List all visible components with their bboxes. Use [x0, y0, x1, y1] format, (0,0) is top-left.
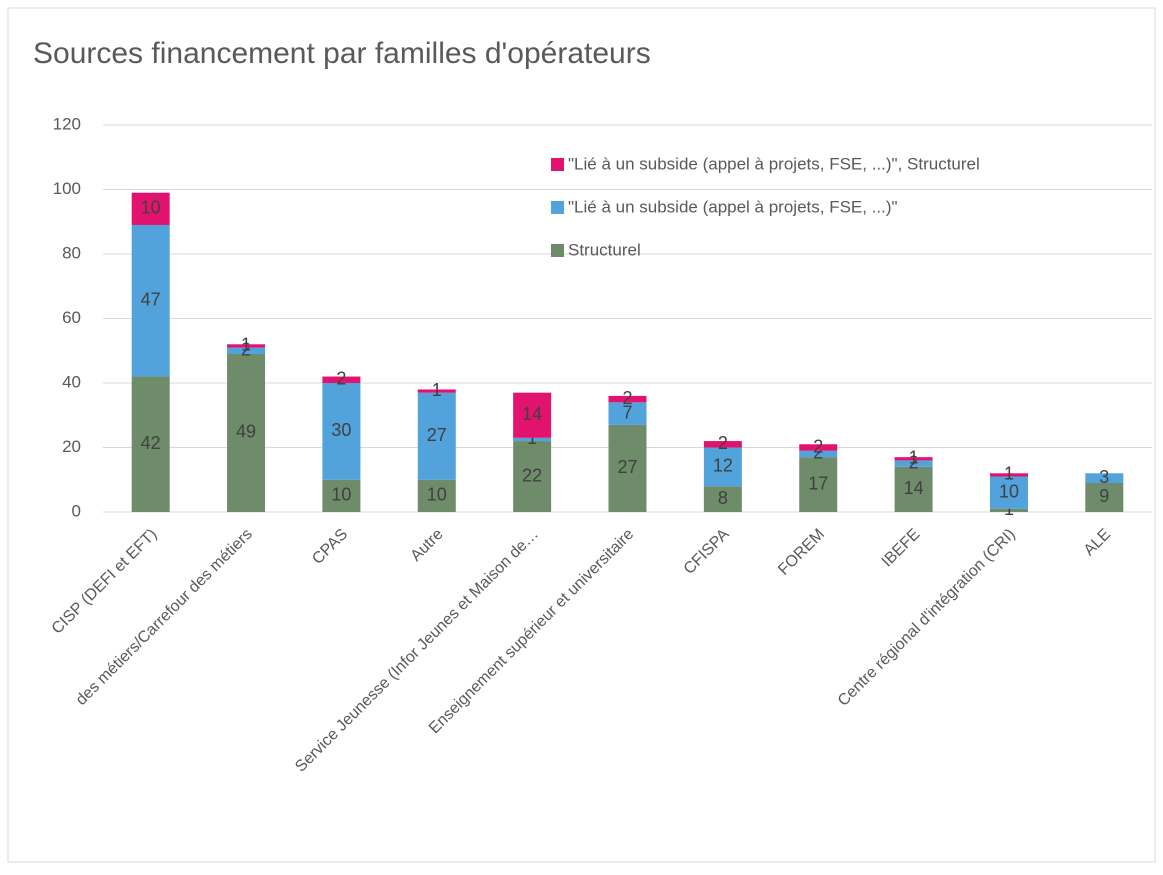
data-label: 14 — [904, 478, 924, 498]
data-label: 1 — [432, 380, 442, 400]
data-label: 1 — [909, 448, 919, 468]
bar-segment — [608, 395, 647, 403]
bar-segment — [227, 347, 266, 354]
bar-segment — [513, 441, 552, 512]
y-tick-label: 100 — [53, 179, 81, 198]
data-label: 12 — [713, 456, 733, 476]
bar-segment — [322, 479, 361, 512]
bar-segment — [894, 457, 933, 461]
chart-border — [7, 7, 1156, 863]
bar-segment — [227, 344, 266, 348]
data-label: 10 — [427, 485, 447, 505]
data-label: 1 — [1004, 464, 1014, 484]
data-label: 3 — [1099, 467, 1109, 487]
bar-segment — [608, 402, 647, 425]
bar-segment — [131, 376, 170, 512]
data-label: 42 — [141, 433, 161, 453]
y-tick-label: 40 — [62, 372, 81, 391]
bar-segment — [322, 383, 361, 480]
bar-segment — [1085, 482, 1124, 512]
y-tick-label: 80 — [62, 243, 81, 262]
data-label: 2 — [622, 388, 632, 408]
bar-segment — [894, 460, 933, 467]
data-label: 1 — [1004, 499, 1014, 519]
bar-segment — [131, 192, 170, 225]
chart-title: Sources financement par familles d'opéra… — [33, 37, 651, 70]
bar-segment — [417, 479, 456, 512]
bar-segment — [799, 444, 838, 451]
bar-segment — [131, 224, 170, 377]
bar-segment — [227, 353, 266, 512]
data-label: 22 — [522, 465, 542, 485]
legend-label: "Lié à un subside (appel à projets, FSE,… — [568, 154, 980, 173]
data-label: 30 — [331, 420, 351, 440]
bar-segment — [513, 437, 552, 442]
data-label: 49 — [236, 422, 256, 442]
bar-segment — [513, 392, 552, 438]
bar-segment — [799, 457, 838, 512]
data-label: 2 — [336, 369, 346, 389]
legend-swatch — [551, 244, 564, 257]
data-label: 10 — [141, 198, 161, 218]
bar-segment — [894, 466, 933, 512]
data-label: 14 — [522, 404, 542, 424]
data-label: 7 — [622, 402, 632, 422]
bar-segment — [608, 424, 647, 512]
data-label: 2 — [241, 340, 251, 360]
bar-segment — [989, 508, 1028, 512]
bar-segment — [1085, 473, 1124, 483]
bar-segment — [989, 476, 1028, 509]
data-label: 10 — [999, 481, 1019, 501]
data-label: 2 — [909, 452, 919, 472]
y-tick-label: 20 — [62, 437, 81, 456]
data-label: 27 — [427, 425, 447, 445]
data-label: 17 — [808, 473, 828, 493]
data-label: 27 — [617, 457, 637, 477]
bar-segment — [703, 447, 742, 487]
data-label: 47 — [141, 290, 161, 310]
bar-segment — [703, 441, 742, 448]
bar-segment — [799, 450, 838, 458]
data-label: 1 — [527, 428, 537, 448]
data-label: 9 — [1099, 486, 1109, 506]
data-label: 1 — [241, 335, 251, 355]
data-label: 2 — [813, 436, 823, 456]
legend-label: Structurel — [568, 240, 641, 259]
data-label: 2 — [718, 433, 728, 453]
y-tick-label: 120 — [53, 114, 81, 133]
legend-swatch — [551, 158, 564, 171]
bar-segment — [322, 376, 361, 383]
bar-segment — [989, 473, 1028, 477]
bar-segment — [703, 486, 742, 512]
y-tick-label: 60 — [62, 308, 81, 327]
legend-swatch — [551, 201, 564, 214]
bar-segment — [417, 389, 456, 393]
legend-label: "Lié à un subside (appel à projets, FSE,… — [568, 197, 898, 216]
bar-segment — [417, 392, 456, 480]
data-label: 8 — [718, 488, 728, 508]
data-label: 10 — [331, 485, 351, 505]
y-tick-label: 0 — [72, 501, 81, 520]
data-label: 2 — [813, 443, 823, 463]
